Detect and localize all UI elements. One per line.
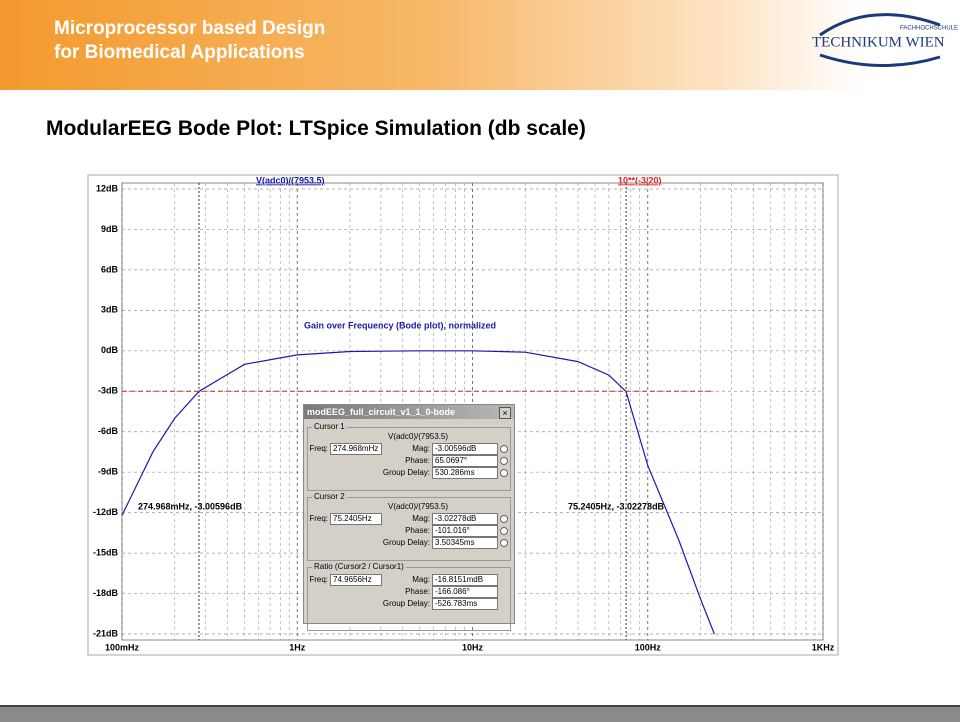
value-field[interactable]: 530.286ms (432, 467, 498, 479)
freq-field[interactable]: 75.2405Hz (330, 513, 382, 525)
field-label: Mag: (412, 514, 430, 523)
x-tick-label: 1Hz (289, 642, 306, 652)
y-tick-label: -18dB (93, 588, 119, 598)
radio-button[interactable] (500, 457, 508, 465)
field-label: Group Delay: (382, 599, 430, 608)
x-tick-label: 1KHz (812, 642, 835, 652)
field-label: Phase: (405, 526, 430, 535)
header-text: Microprocessor based Design (54, 18, 326, 39)
y-tick-label: 0dB (101, 345, 119, 355)
freq-field[interactable]: 74.9656Hz (330, 574, 382, 586)
radio-button[interactable] (500, 539, 508, 547)
field-label: Freq: (309, 575, 328, 584)
legend-entry: V(adc0)/(7953.5) (256, 175, 325, 185)
cursor-group: Ratio (Cursor2 / Cursor1) Freq: 74.9656Hz M… (307, 562, 511, 631)
field-label: Group Delay: (382, 468, 430, 477)
series-line (121, 350, 715, 635)
y-tick-label: 6dB (101, 264, 119, 274)
close-button[interactable]: × (499, 407, 511, 419)
logo: FACHHOCHSCHULE TECHNIKUM WIEN (812, 13, 958, 67)
value-field[interactable]: -3.00596dB (432, 443, 498, 455)
logo-arc (819, 53, 941, 67)
field-label: Phase: (405, 456, 430, 465)
footer-bar (0, 705, 960, 722)
value-field[interactable]: -101.016° (432, 525, 498, 537)
annotation: 274.968mHz, -3.00596dB (138, 501, 243, 511)
slide-title: ModularEEG Bode Plot: LTSpice Simulation… (46, 117, 586, 140)
annotation: Gain over Frequency (Bode plot), normali… (304, 320, 496, 330)
x-tick-label: 100Hz (635, 642, 662, 652)
y-tick-label: -6dB (98, 426, 119, 436)
value-field[interactable]: -3.02278dB (432, 513, 498, 525)
value-field[interactable]: 3.50345ms (432, 537, 498, 549)
y-tick-label: -21dB (93, 628, 119, 638)
annotation: 75.2405Hz, -3.02278dB (568, 501, 665, 511)
group-label: Ratio (Cursor2 / Cursor1) (312, 562, 406, 571)
field-label: Freq: (309, 514, 328, 523)
value-field[interactable]: -166.086° (432, 586, 498, 598)
radio-button[interactable] (500, 469, 508, 477)
cursor-group: Cursor 1 V(adc0)/(7953.5) Freq: 274.968mHz M… (307, 422, 511, 491)
cursor-group: Cursor 2 V(adc0)/(7953.5) Freq: 75.2405Hz Ma… (307, 492, 511, 561)
trace-name: V(adc0)/(7953.5) (387, 502, 449, 511)
value-field[interactable]: -526.783ms (432, 598, 498, 610)
y-tick-label: 3dB (101, 305, 119, 315)
logo-arc (819, 13, 941, 37)
field-label: Group Delay: (382, 538, 430, 547)
field-label: Freq: (309, 444, 328, 453)
trace-name: V(adc0)/(7953.5) (387, 432, 449, 441)
legend-entry: 10**(-3/20) (618, 175, 662, 185)
y-tick-label: 12dB (96, 183, 119, 193)
y-tick-label: -15dB (93, 547, 119, 557)
logo-text: TECHNIKUM WIEN (812, 34, 945, 50)
x-tick-label: 100mHz (105, 642, 140, 652)
field-label: Mag: (412, 444, 430, 453)
group-label: Cursor 2 (312, 492, 347, 501)
y-tick-label: -12dB (93, 507, 119, 517)
radio-button[interactable] (500, 445, 508, 453)
radio-button[interactable] (500, 515, 508, 523)
freq-field[interactable]: 274.968mHz (330, 443, 382, 455)
field-label: Phase: (405, 587, 430, 596)
logo-small: FACHHOCHSCHULE (900, 26, 958, 32)
radio-button[interactable] (500, 527, 508, 535)
dialog-title: modEEG_full_circuit_v1_1_0-bode (304, 405, 514, 419)
header-band: Microprocessor based Design for Biomedic… (0, 0, 960, 90)
y-tick-label: -9dB (98, 467, 119, 477)
header-text: for Biomedical Applications (54, 42, 305, 63)
value-field[interactable]: -16.8151mdB (432, 574, 498, 586)
x-tick-label: 10Hz (462, 642, 484, 652)
group-label: Cursor 1 (312, 422, 347, 431)
y-tick-label: -3dB (98, 386, 119, 396)
value-field[interactable]: 65.0697° (432, 455, 498, 467)
cursor-dialog[interactable]: modEEG_full_circuit_v1_1_0-bode × Cursor … (303, 404, 515, 631)
y-tick-label: 9dB (101, 224, 119, 234)
field-label: Mag: (412, 575, 430, 584)
